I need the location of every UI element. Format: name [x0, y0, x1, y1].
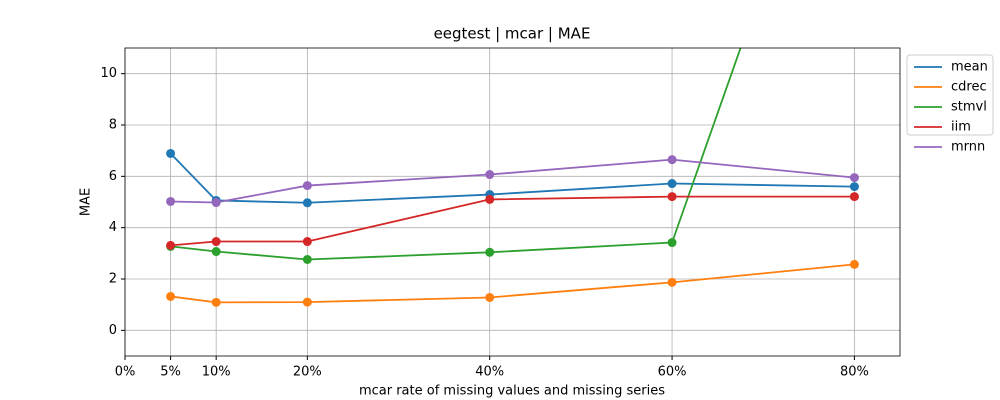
y-tick-label: 2 — [109, 272, 117, 287]
y-tick-label: 6 — [109, 169, 117, 184]
data-point — [667, 192, 677, 202]
data-point — [667, 155, 677, 165]
legend-label: stmvl — [951, 100, 987, 115]
axes-frame — [124, 47, 901, 357]
legend-label: mean — [951, 60, 988, 75]
data-point — [166, 240, 176, 250]
data-point — [485, 194, 495, 204]
x-tick-label: 40% — [475, 365, 504, 380]
chart-title: eegtest | mcar | MAE — [434, 25, 591, 43]
y-tick-label: 0 — [109, 323, 117, 338]
legend-label: mrnn — [951, 140, 985, 155]
series-line — [170, 195, 855, 247]
data-point — [166, 291, 176, 301]
y-axis-label: MAE — [79, 188, 94, 216]
data-point — [302, 254, 312, 264]
series-line — [169, 152, 855, 204]
data-point — [302, 237, 312, 247]
data-point — [166, 196, 176, 206]
x-tick-label: 5% — [160, 365, 181, 380]
data-point — [302, 181, 312, 191]
data-point — [211, 198, 221, 208]
data-point — [849, 192, 859, 202]
y-tick-label: 10 — [100, 66, 117, 81]
data-point — [485, 292, 495, 302]
x-tick-label: 20% — [293, 365, 322, 380]
plot-area — [166, 48, 859, 307]
x-tick-label: 0% — [115, 365, 136, 380]
data-point — [211, 297, 221, 307]
x-tick-label: 60% — [658, 365, 687, 380]
legend: mean cdrec stmvl iim mrnn — [906, 54, 994, 155]
x-tick-label: 10% — [202, 365, 231, 380]
data-point — [485, 170, 495, 180]
data-point — [302, 297, 312, 307]
grid — [124, 48, 900, 356]
data-point — [667, 179, 677, 189]
data-point — [667, 277, 677, 287]
legend-label: iim — [951, 120, 971, 135]
x-axis-label: mcar rate of missing values and missing … — [359, 384, 665, 399]
series-line — [170, 158, 855, 204]
data-point — [667, 238, 677, 248]
series-line — [170, 48, 742, 261]
data-point — [302, 198, 312, 208]
series-line — [170, 263, 855, 304]
data-point — [211, 237, 221, 247]
y-tick-label: 4 — [109, 220, 117, 235]
legend-label: cdrec — [951, 80, 987, 95]
data-point — [485, 247, 495, 257]
legend-box — [906, 54, 994, 136]
data-point — [166, 148, 176, 158]
data-point — [849, 173, 859, 183]
data-point — [211, 247, 221, 257]
data-point — [849, 182, 859, 192]
x-tick-label: 80% — [840, 365, 869, 380]
y-tick-label: 8 — [109, 118, 117, 133]
data-point — [849, 259, 859, 269]
